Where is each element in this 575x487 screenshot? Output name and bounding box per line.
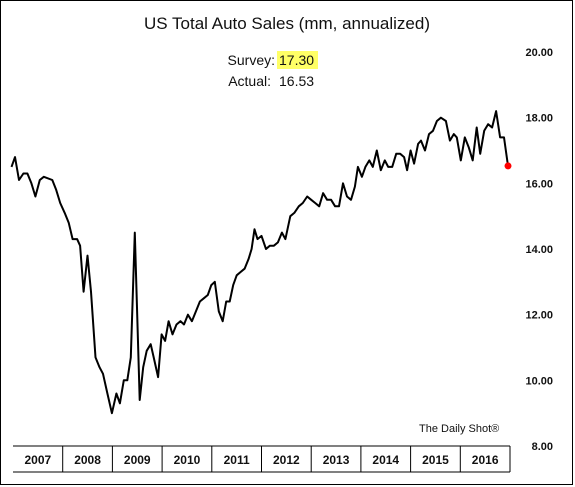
credit-label: The Daily Shot® — [419, 423, 499, 435]
actual-annotation: Actual: 16.53 — [228, 73, 314, 89]
x-tick-label: 2007 — [24, 453, 51, 467]
x-tick-label: 2016 — [472, 453, 499, 467]
sales-series-line — [10, 110, 509, 415]
survey-highlight — [277, 51, 318, 69]
x-tick-label: 2008 — [74, 453, 101, 467]
x-tick-label: 2010 — [174, 453, 201, 467]
y-tick-label: 14.00 — [525, 244, 553, 256]
y-axis-ticks: 20.00 18.00 16.00 14.00 12.00 10.00 8.00 — [525, 47, 553, 453]
chart-title: US Total Auto Sales (mm, annualized) — [144, 14, 430, 33]
y-tick-label: 8.00 — [532, 441, 553, 453]
x-tick-label: 2011 — [224, 453, 250, 467]
latest-point-marker — [504, 162, 512, 170]
plot-area — [10, 110, 512, 415]
y-tick-label: 10.00 — [525, 375, 553, 387]
x-tick-label: 2009 — [124, 453, 151, 467]
survey-value: 17.30 — [279, 52, 314, 68]
survey-label: Survey: — [228, 52, 275, 68]
x-tick-label: 2013 — [323, 453, 350, 467]
x-tick-label: 2012 — [273, 453, 300, 467]
actual-value: 16.53 — [279, 73, 314, 89]
x-tick-label: 2014 — [372, 453, 399, 467]
x-tick-label: 2015 — [422, 453, 449, 467]
y-tick-label: 18.00 — [525, 113, 553, 125]
survey-annotation: Survey: 17.30 — [228, 51, 318, 69]
x-axis-ticks: 2007 2008 2009 2010 2011 2012 2013 2014 2015 2016 — [24, 446, 499, 472]
y-tick-label: 16.00 — [525, 178, 553, 190]
y-tick-label: 20.00 — [525, 47, 553, 59]
actual-label: Actual: — [228, 73, 271, 89]
y-tick-label: 12.00 — [525, 310, 553, 322]
